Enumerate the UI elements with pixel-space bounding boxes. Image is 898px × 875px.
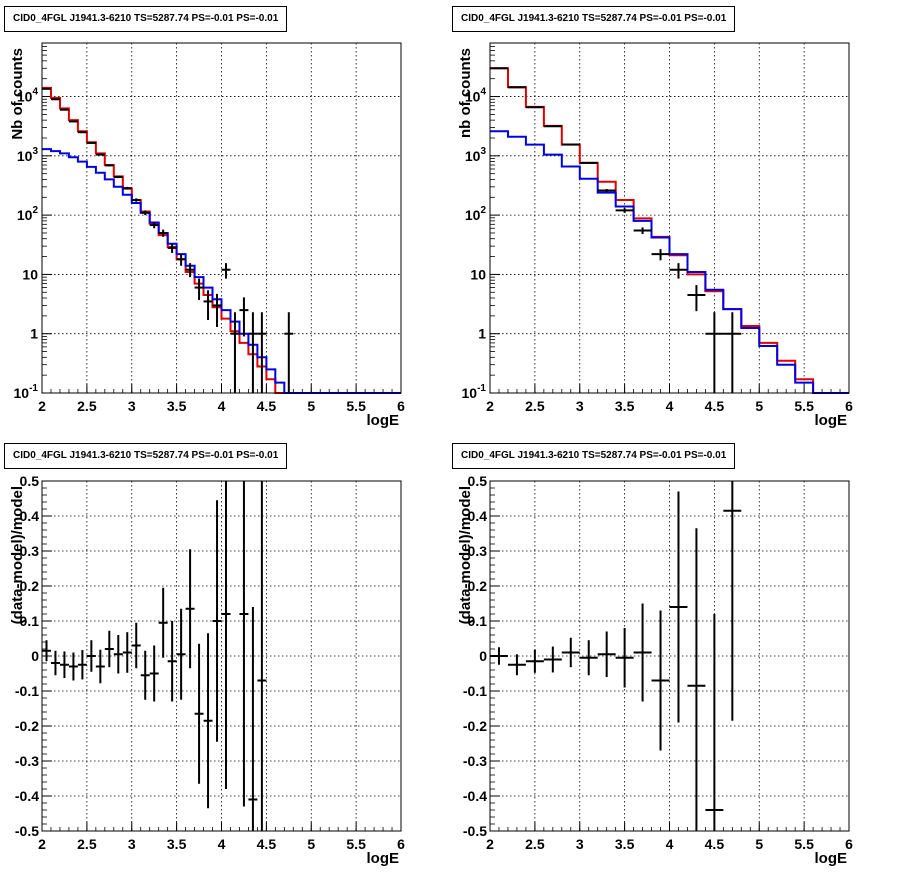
panel-2-model-blue-histogram (490, 130, 849, 394)
panel-3-ytick-label: 0.3 (20, 543, 40, 559)
panel-2-title: CID0_4FGL J1941.3-6210 TS=5287.74 PS=-0.… (452, 6, 736, 32)
panel-2-ytick-label: 1 (478, 326, 486, 342)
panel-3-xtick-label: 2 (38, 836, 46, 852)
panel-4-ytick-label: 0.3 (468, 543, 488, 559)
panel-2-xtick-label: 2 (486, 398, 494, 414)
panel-3-xtick-label: 3 (128, 836, 136, 852)
panel-2-ytick-label: 10-1 (462, 383, 487, 401)
panel-3-xtick-label: 4.5 (257, 836, 277, 852)
panel-3-yaxis-title: (data-model)/model (9, 486, 26, 624)
panel-2-plot-frame (489, 42, 850, 394)
panel-3-ytick-label: -0.3 (15, 753, 39, 769)
panel-1-ytick-label: 10 (22, 266, 38, 282)
panel-1-xtick-label: 3.5 (167, 398, 187, 414)
panel-4-ytick-label: -0.5 (463, 823, 487, 839)
panel-3-xtick-label: 5 (307, 836, 315, 852)
panel-1-xtick-label: 2.5 (77, 398, 97, 414)
panel-4-xtick-label: 5 (755, 836, 763, 852)
panel-4-xtick-label: 5.5 (794, 836, 814, 852)
panel-3-ytick-label: -0.5 (15, 823, 39, 839)
panel-1-ytick-label: 104 (17, 87, 39, 105)
panel-4-xtick-label: 3.5 (615, 836, 635, 852)
panel-2-ytick-label: 104 (465, 87, 487, 105)
panel-4-ytick-label: -0.2 (463, 718, 487, 734)
panel-1-xtick-label: 3 (128, 398, 136, 414)
panel-4-ytick-label: 0 (479, 648, 487, 664)
panel-4-ytick-label: -0.3 (463, 753, 487, 769)
panel-3-plot-frame (41, 480, 402, 832)
panel-2-xtick-label: 6 (845, 398, 853, 414)
panel-2-xtick-label: 4 (666, 398, 674, 414)
panel-2-xaxis-title: logE (815, 412, 848, 429)
panel-1-title: CID0_4FGL J1941.3-6210 TS=5287.74 PS=-0.… (4, 6, 288, 32)
panel-3-ytick-label: -0.2 (15, 718, 39, 734)
panel-4-xtick-label: 2.5 (525, 836, 545, 852)
panel-1-xtick-label: 2 (38, 398, 46, 414)
panel-1-xaxis-title: logE (367, 412, 400, 429)
panel-3-ytick-label: 0.5 (20, 473, 40, 489)
panel-1-ytick-label: 102 (17, 205, 39, 223)
panel-3-xtick-label: 3.5 (167, 836, 187, 852)
panel-4-ytick-label: 0.5 (468, 473, 488, 489)
panel-3-xtick-label: 2.5 (77, 836, 97, 852)
panel-1-ytick-label: 103 (17, 146, 39, 164)
panel-2-xtick-label: 3 (576, 398, 584, 414)
panel-2-ytick-label: 102 (465, 205, 487, 223)
panel-3-ytick-label: 0.2 (20, 578, 40, 594)
panel-3-ytick-label: 0 (31, 648, 39, 664)
panel-2-xtick-label: 5 (755, 398, 763, 414)
panel-4-yaxis-title: (data-model)/model (457, 486, 474, 624)
panel-4-ytick-label: 0.4 (468, 508, 488, 524)
panel-3-ytick-label: 0.4 (20, 508, 40, 524)
panel-1-xtick-label: 4.5 (257, 398, 277, 414)
panel-2-xtick-label: 2.5 (525, 398, 545, 414)
panel-1-ytick-label: 10-1 (14, 383, 39, 401)
panel-2-yaxis-title: nb of counts (457, 48, 474, 138)
panel-3-xaxis-title: logE (367, 850, 400, 867)
panel-4-ytick-label: -0.1 (463, 683, 487, 699)
panel-1-xtick-label: 6 (397, 398, 405, 414)
panel-3-ytick-label: -0.1 (15, 683, 39, 699)
panel-4-ytick-label: 0.1 (468, 613, 488, 629)
panel-4-xaxis-title: logE (815, 850, 848, 867)
panel-4-xtick-label: 4.5 (705, 836, 725, 852)
panel-2-ytick-label: 103 (465, 146, 487, 164)
panel-1-xtick-label: 5 (307, 398, 315, 414)
panel-4-ytick-label: 0.2 (468, 578, 488, 594)
panel-4-ytick-label: -0.4 (463, 788, 487, 804)
panel-3-title: CID0_4FGL J1941.3-6210 TS=5287.74 PS=-0.… (4, 443, 288, 469)
panel-4-xtick-label: 6 (845, 836, 853, 852)
panel-4-title: CID0_4FGL J1941.3-6210 TS=5287.74 PS=-0.… (452, 443, 736, 469)
panel-2-xtick-label: 4.5 (705, 398, 725, 414)
panel-3-xtick-label: 6 (397, 836, 405, 852)
panel-1-plot-frame (41, 42, 402, 394)
panel-3-ytick-label: -0.4 (15, 788, 39, 804)
panel-1-yaxis-title: Nb of counts (9, 48, 26, 140)
panel-1-ytick-label: 1 (30, 326, 38, 342)
panel-2-ytick-label: 10 (470, 266, 486, 282)
panel-2-xtick-label: 5.5 (794, 398, 814, 414)
panel-1-xtick-label: 4 (218, 398, 226, 414)
panel-2-xtick-label: 3.5 (615, 398, 635, 414)
panel-3-xtick-label: 4 (218, 836, 226, 852)
panel-4-plot-frame (489, 480, 850, 832)
panel-1-xtick-label: 5.5 (346, 398, 366, 414)
panel-4-xtick-label: 2 (486, 836, 494, 852)
panel-3-xtick-label: 5.5 (346, 836, 366, 852)
panel-4-xtick-label: 4 (666, 836, 674, 852)
panel-4-xtick-label: 3 (576, 836, 584, 852)
panel-3-ytick-label: 0.1 (20, 613, 40, 629)
